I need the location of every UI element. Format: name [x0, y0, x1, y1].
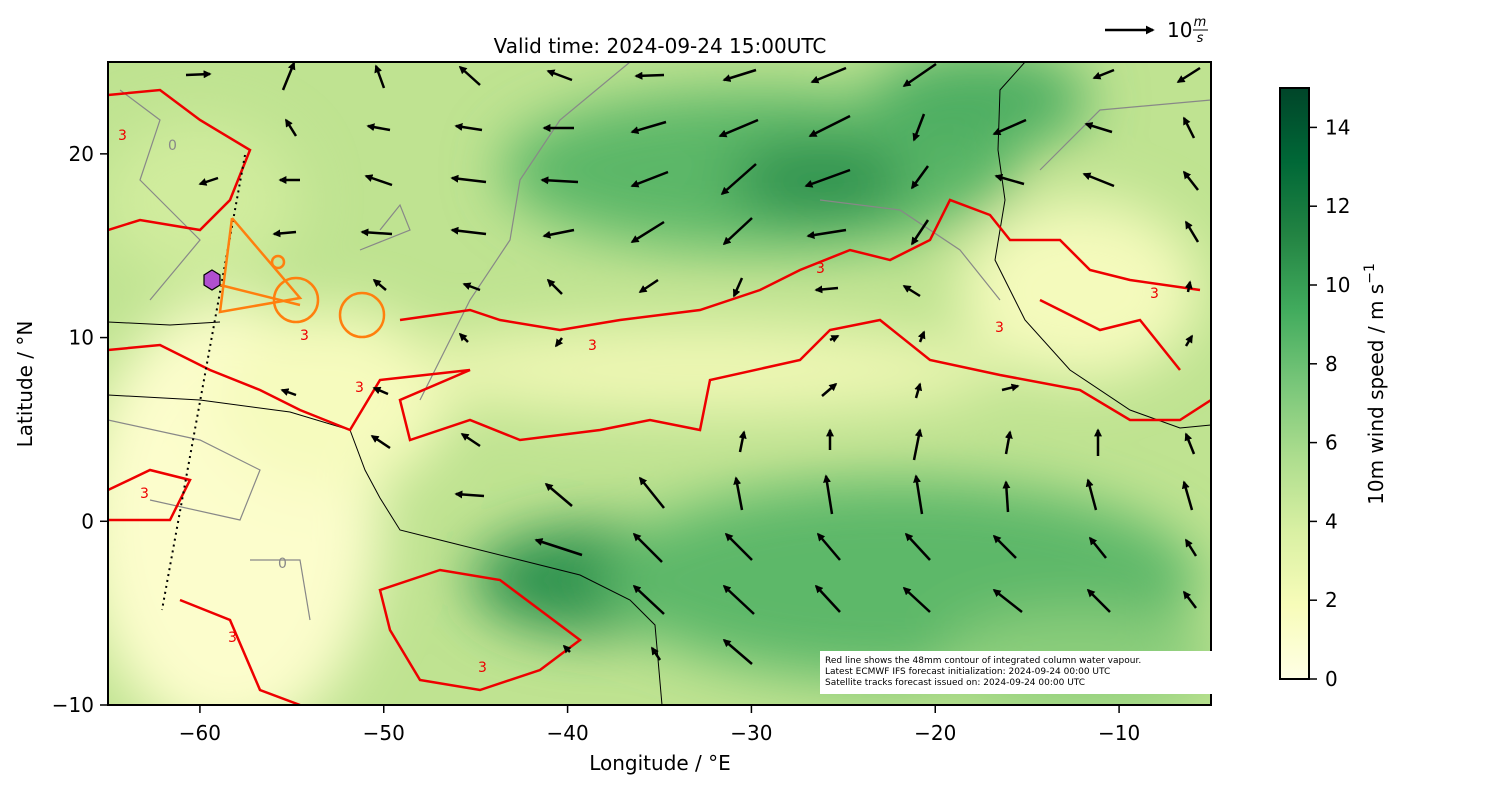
- x-tick-label: −40: [546, 721, 588, 745]
- colorbar-tick-label: 4: [1325, 509, 1338, 533]
- colorbar-tick-label: 8: [1325, 352, 1338, 376]
- contour-label: 3: [588, 338, 597, 354]
- colorbar-tick-label: 10: [1325, 273, 1350, 297]
- annotation: Latest ECMWF IFS forecast initialization…: [825, 667, 1110, 677]
- x-tick-label: −20: [914, 721, 956, 745]
- y-tick-label: −10: [52, 693, 94, 717]
- contour-label: 3: [300, 328, 309, 344]
- contour-label: 3: [355, 380, 364, 396]
- colorbar-tick-label: 12: [1325, 194, 1350, 218]
- quiver-key-unit: m: [1194, 15, 1207, 30]
- colorbar-tick-label: 14: [1325, 115, 1350, 139]
- contour-label: 0: [278, 556, 287, 572]
- quiver-key-label: 10: [1167, 18, 1192, 42]
- colorbar-label-text: 10m wind speed / m s: [1364, 284, 1388, 505]
- contour-label: 3: [816, 261, 825, 277]
- y-tick-label: 20: [69, 142, 94, 166]
- colorbar-tick-label: 6: [1325, 431, 1338, 455]
- y-tick-label: 10: [69, 326, 94, 350]
- contour-label: 3: [1150, 286, 1159, 302]
- colorbar-label-sup: −1: [1362, 263, 1378, 284]
- x-axis-label: Longitude / °E: [589, 751, 731, 775]
- contour-label: 0: [168, 138, 177, 154]
- quiver-key-unit: s: [1197, 31, 1204, 46]
- x-tick-label: −50: [363, 721, 405, 745]
- x-tick-label: −60: [179, 721, 221, 745]
- contour-label: 3: [228, 630, 237, 646]
- annotation-box: [820, 651, 1215, 694]
- colorbar-tick-label: 0: [1325, 667, 1338, 691]
- y-tick-label: 0: [81, 509, 94, 533]
- contour-label: 3: [478, 660, 487, 676]
- annotation: Red line shows the 48mm contour of integ…: [825, 656, 1141, 666]
- x-tick-label: −10: [1098, 721, 1140, 745]
- x-tick-label: −30: [730, 721, 772, 745]
- plot-frame: [107, 61, 1212, 706]
- contour-label: 3: [140, 486, 149, 502]
- map-field: 3 3 3 3 3 3 3 3 3 3 0 0: [108, 62, 1211, 705]
- colorbar-label: 10m wind speed / m s−1: [1362, 263, 1388, 505]
- chart-title: Valid time: 2024-09-24 15:00UTC: [494, 34, 827, 58]
- y-axis-label: Latitude / °N: [13, 321, 37, 448]
- colorbar-tick-label: 2: [1325, 588, 1338, 612]
- annotation: Satellite tracks forecast issued on: 202…: [825, 678, 1085, 688]
- contour-label: 3: [995, 320, 1004, 336]
- colorbar: [1279, 87, 1310, 680]
- contour-label: 3: [118, 128, 127, 144]
